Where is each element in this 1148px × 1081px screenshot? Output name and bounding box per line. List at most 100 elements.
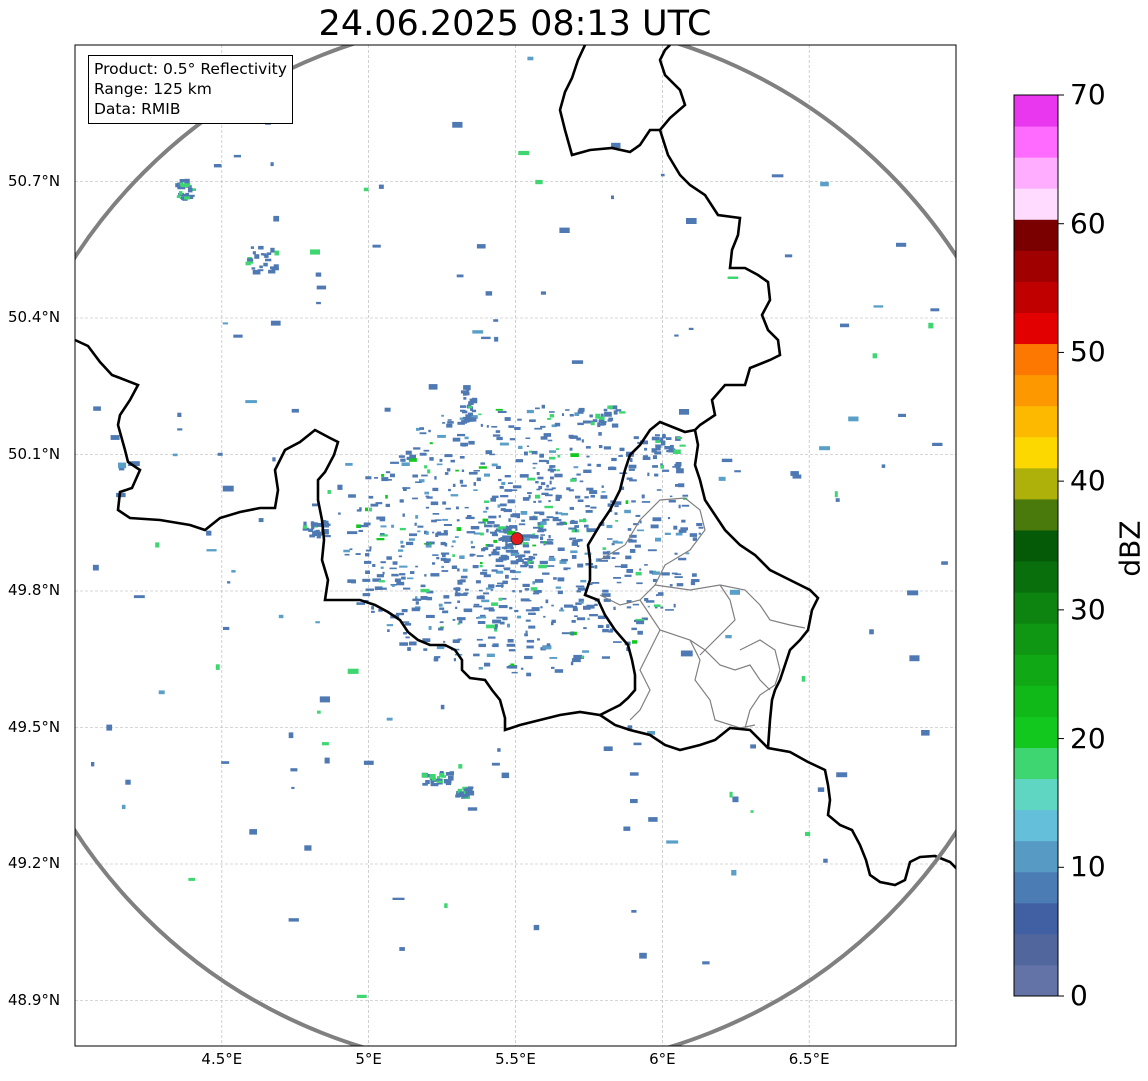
echo-pixel bbox=[636, 582, 643, 585]
echo-pixel bbox=[380, 561, 386, 564]
echo-pixel bbox=[648, 817, 658, 822]
colorbar-segment bbox=[1014, 498, 1058, 531]
echo-pixel bbox=[508, 425, 515, 428]
echo-pixel bbox=[398, 549, 404, 552]
echo-pixel bbox=[553, 577, 557, 580]
echo-pixel bbox=[692, 573, 697, 577]
echo-pixel bbox=[569, 414, 574, 417]
echo-pixel bbox=[577, 545, 580, 548]
echo-pixel bbox=[530, 562, 534, 564]
echo-pixel bbox=[426, 496, 433, 499]
echo-pixel bbox=[534, 427, 543, 430]
echo-pixel bbox=[327, 490, 331, 494]
echo-pixel bbox=[443, 640, 446, 643]
echo-pixel bbox=[679, 409, 690, 415]
echo-pixel bbox=[505, 539, 508, 544]
echo-pixel bbox=[606, 524, 613, 529]
lon-tick-label: 4.5°E bbox=[201, 1050, 243, 1068]
echo-pixel bbox=[528, 565, 534, 569]
echo-pixel bbox=[400, 545, 405, 548]
echo-pixel bbox=[464, 506, 469, 509]
echo-pixel bbox=[532, 467, 536, 469]
echo-pixel bbox=[547, 417, 552, 420]
echo-pixel bbox=[509, 606, 513, 610]
echo-pixel bbox=[439, 458, 443, 462]
echo-pixel bbox=[485, 506, 489, 510]
echo-pixel bbox=[654, 606, 658, 609]
echo-pixel bbox=[508, 518, 511, 522]
echo-pixel bbox=[317, 710, 321, 714]
echo-pixel bbox=[538, 564, 547, 569]
echo-pixel bbox=[518, 150, 530, 156]
echo-pixel bbox=[390, 473, 395, 478]
echo-pixel bbox=[380, 566, 384, 569]
echo-pixel bbox=[417, 525, 424, 528]
echo-pixel bbox=[495, 564, 505, 567]
echo-pixel bbox=[524, 451, 528, 456]
echo-pixel bbox=[628, 464, 637, 469]
echo-pixel bbox=[613, 410, 618, 415]
echo-pixel bbox=[596, 463, 601, 467]
echo-pixel bbox=[571, 541, 578, 546]
echo-pixel bbox=[351, 579, 356, 584]
echo-pixel bbox=[386, 556, 392, 560]
echo-pixel bbox=[718, 476, 726, 481]
echo-pixel bbox=[512, 590, 515, 593]
echo-pixel bbox=[512, 571, 521, 574]
echo-pixel bbox=[660, 463, 663, 467]
echo-pixel bbox=[426, 590, 434, 594]
echo-pixel bbox=[483, 574, 491, 578]
echo-pixel bbox=[378, 609, 383, 612]
echo-pixel bbox=[432, 531, 435, 534]
echo-pixel bbox=[398, 555, 403, 558]
colorbar-segment bbox=[1014, 405, 1058, 438]
echo-pixel bbox=[184, 196, 191, 200]
echo-pixel bbox=[436, 645, 445, 650]
echo-pixel bbox=[480, 614, 486, 618]
echo-pixel bbox=[459, 479, 464, 484]
echo-pixel bbox=[498, 537, 506, 541]
echo-pixel bbox=[654, 473, 659, 477]
echo-pixel bbox=[691, 579, 700, 583]
echo-pixel bbox=[665, 437, 672, 440]
echo-pixel bbox=[378, 580, 385, 583]
echo-pixel bbox=[498, 605, 508, 609]
echo-pixel bbox=[559, 560, 567, 564]
radar-echoes bbox=[91, 56, 948, 998]
echo-pixel bbox=[312, 531, 319, 535]
echo-pixel bbox=[271, 267, 279, 271]
echo-pixel bbox=[452, 554, 455, 557]
echo-pixel bbox=[188, 877, 195, 881]
echo-pixel bbox=[495, 558, 504, 563]
echo-pixel bbox=[512, 513, 520, 518]
echo-pixel bbox=[477, 621, 486, 624]
echo-pixel bbox=[433, 657, 439, 662]
echo-pixel bbox=[481, 336, 491, 340]
echo-pixel bbox=[589, 614, 598, 617]
echo-pixel bbox=[360, 524, 369, 528]
echo-pixel bbox=[496, 465, 501, 469]
echo-pixel bbox=[604, 411, 612, 417]
echo-pixel bbox=[652, 455, 657, 460]
echo-pixel bbox=[611, 543, 615, 546]
echo-pixel bbox=[612, 501, 622, 505]
echo-pixel bbox=[511, 671, 518, 674]
echo-pixel bbox=[318, 532, 325, 535]
echo-pixel bbox=[376, 574, 384, 578]
echo-pixel bbox=[655, 447, 661, 451]
echo-pixel bbox=[651, 448, 657, 453]
echo-pixel bbox=[650, 524, 659, 529]
echo-pixel bbox=[487, 521, 495, 524]
echo-pixel bbox=[522, 561, 529, 564]
echo-pixel bbox=[488, 554, 492, 557]
echo-pixel bbox=[636, 620, 645, 625]
echo-pixel bbox=[511, 578, 519, 580]
echo-pixel bbox=[729, 791, 733, 798]
echo-pixel bbox=[555, 448, 560, 450]
echo-pixel bbox=[443, 645, 447, 648]
echo-pixel bbox=[323, 523, 331, 526]
echo-pixel bbox=[482, 518, 489, 522]
echo-pixel bbox=[460, 409, 466, 412]
echo-pixel bbox=[178, 191, 183, 195]
echo-pixel bbox=[465, 414, 472, 420]
